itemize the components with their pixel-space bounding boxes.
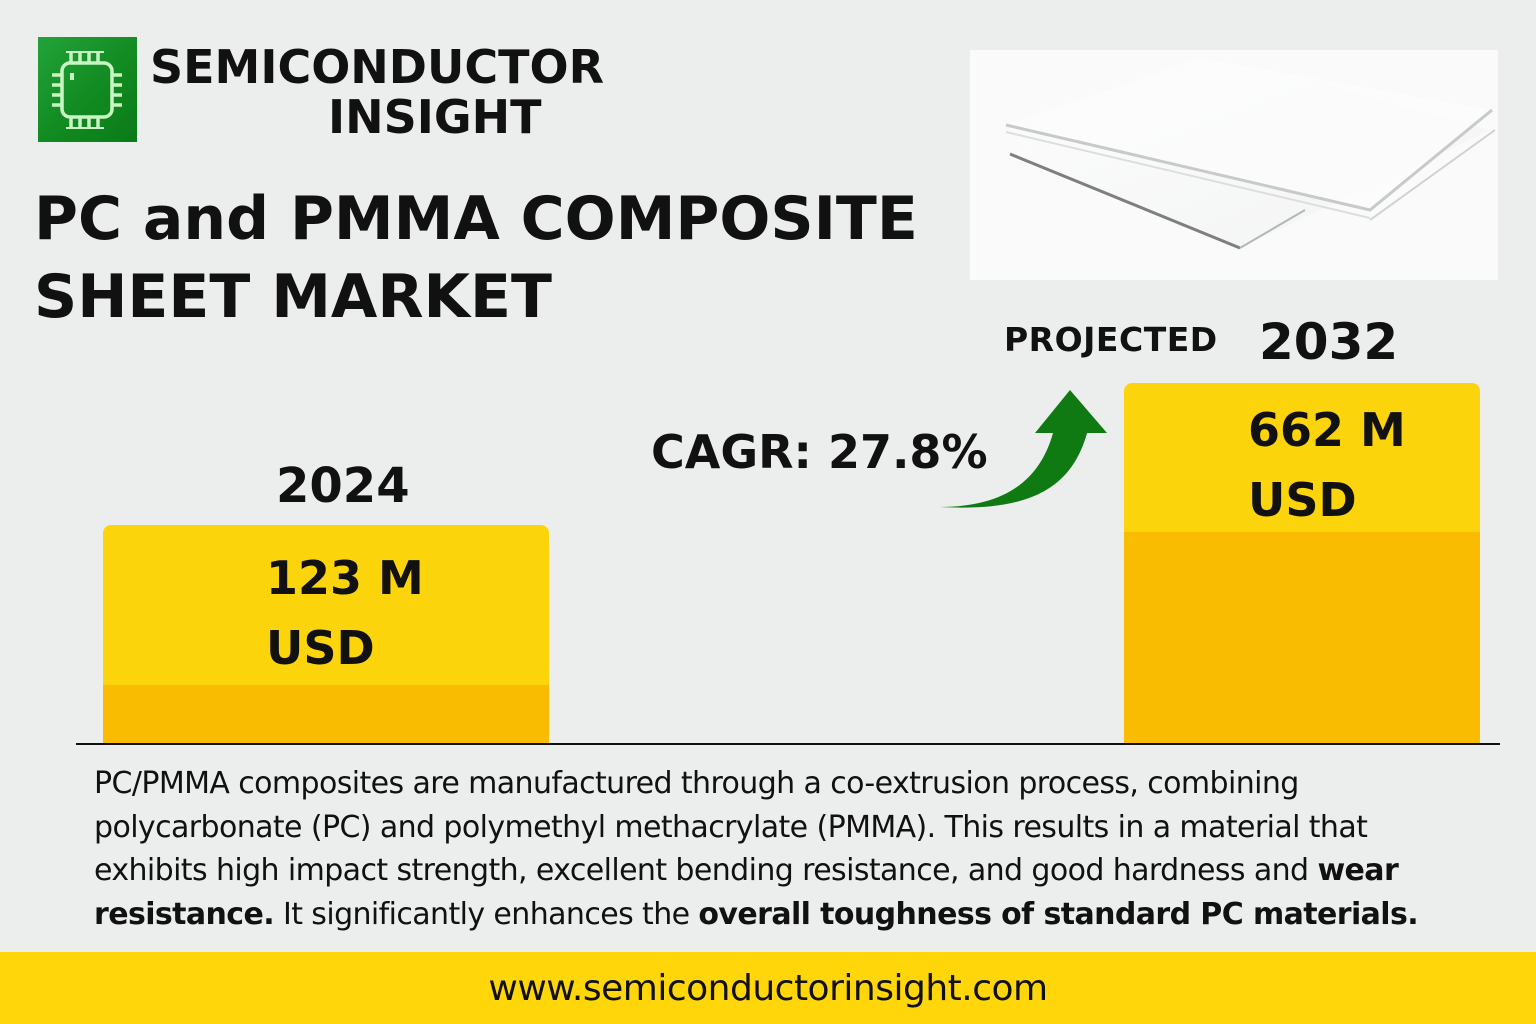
cagr-value: CAGR: 27.8% [651, 425, 988, 479]
projected-label: PROJECTED [1004, 320, 1218, 359]
description-bold: wear [1317, 853, 1399, 888]
bar-2024: 123 M USD [103, 525, 549, 744]
footer-banner: www.semiconductorinsight.com [0, 952, 1536, 1024]
bar-2032-currency: USD [1248, 473, 1357, 527]
brand-logo [38, 37, 137, 142]
growth-arrow-icon [940, 390, 1107, 508]
baseline-divider [76, 743, 1500, 745]
projected-year: 2032 [1259, 313, 1399, 371]
website-link[interactable]: www.semiconductorinsight.com [488, 967, 1048, 1009]
description-line2: polycarbonate (PC) and polymethyl methac… [94, 809, 1368, 845]
transparent-sheets-photo [970, 50, 1498, 280]
title-line2: SHEET MARKET [34, 262, 552, 332]
description-text: It significantly enhances the [274, 896, 699, 932]
description-line4: resistance. It significantly enhances th… [94, 893, 1494, 937]
brand-name-line1: SEMICONDUCTOR [150, 40, 605, 94]
current-year: 2024 [276, 458, 410, 514]
bar-2024-currency: USD [266, 621, 375, 675]
description-bold: resistance. [94, 896, 275, 932]
description-bold: overall toughness of standard PC materia… [698, 896, 1419, 932]
bar-2024-value: 123 M USD [266, 543, 424, 683]
brand-name-line2: INSIGHT [328, 90, 542, 144]
page-title: PC and PMMA COMPOSITE SHEET MARKET [34, 180, 954, 336]
bar-2032-amount: 662 M [1248, 403, 1406, 457]
title-line1: PC and PMMA COMPOSITE [34, 184, 918, 254]
description-line3: exhibits high impact strength, excellent… [94, 849, 1494, 893]
bar-2024-base [103, 685, 549, 744]
chip-icon [52, 51, 122, 129]
bar-2032-base [1124, 532, 1480, 744]
brand-name: SEMICONDUCTOR INSIGHT [150, 42, 620, 142]
description-text: exhibits high impact strength, excellent… [94, 853, 1318, 888]
bar-2032: 662 M USD [1124, 383, 1480, 744]
bar-2032-value: 662 M USD [1248, 395, 1406, 535]
bar-2024-amount: 123 M [266, 551, 424, 605]
description-line1: PC/PMMA composites are manufactured thro… [94, 766, 1299, 801]
description-paragraph: PC/PMMA composites are manufactured thro… [94, 762, 1494, 936]
